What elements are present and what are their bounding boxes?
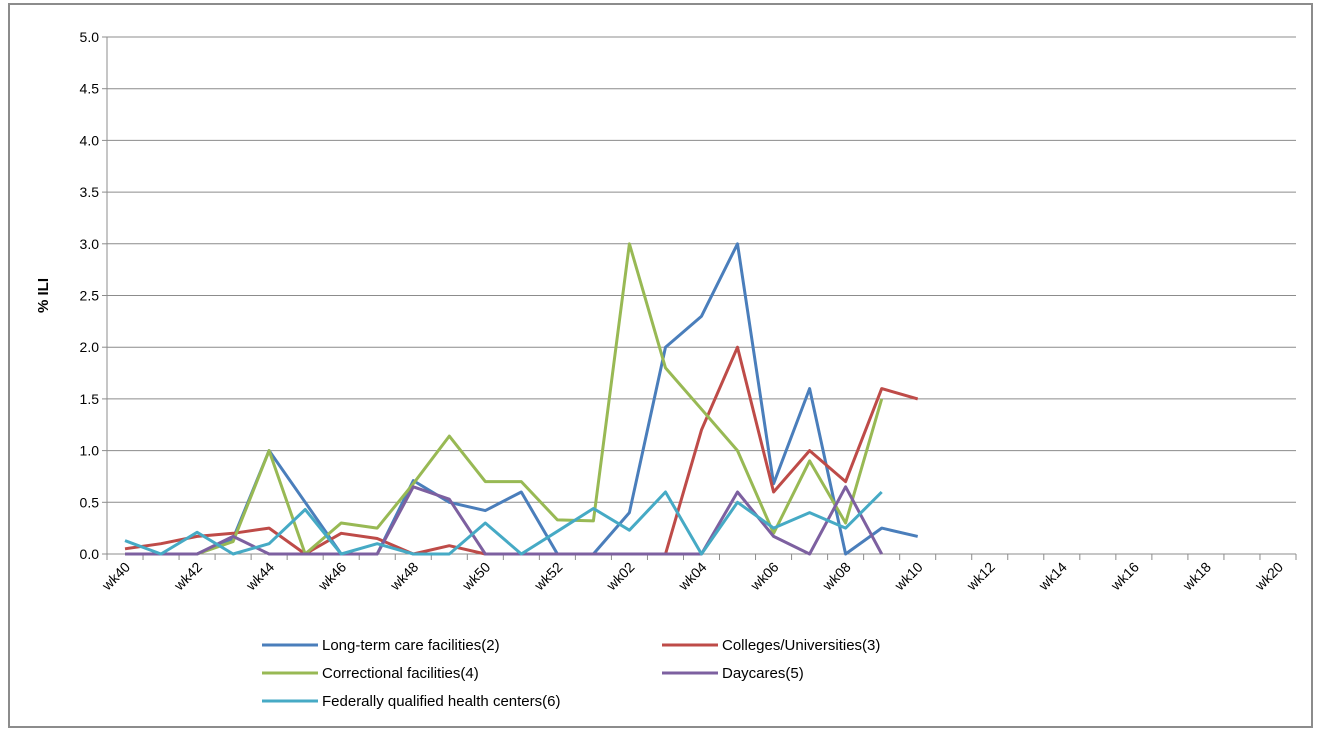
series-line-5: [124, 490, 883, 556]
x-tick-label: wk46: [314, 559, 349, 594]
legend-label: Daycares(5): [722, 665, 804, 682]
x-tick-label: wk50: [458, 559, 493, 594]
legend-label: Federally qualified health centers(6): [322, 693, 560, 710]
y-tick-label: 3.0: [80, 236, 100, 252]
y-tick-label: 2.0: [80, 339, 100, 355]
y-tick-label: 1.5: [80, 391, 100, 407]
x-tick-label: wk16: [1107, 559, 1142, 594]
chart-frame: 0.0 0.5 1.0 1.5 2.0 2.5 3.0 3.5 4.0 4.5 5.0 wk40 wk…: [8, 3, 1313, 728]
y-axis-title: % ILI: [35, 278, 52, 313]
x-tick-label: wk18: [1179, 559, 1214, 594]
x-tick-label: wk44: [242, 559, 277, 594]
x-tick-label: wk02: [602, 559, 637, 594]
y-tick-label: 4.5: [80, 81, 100, 97]
legend-label: Long-term care facilities(2): [322, 637, 500, 654]
x-tick-label: wk42: [170, 559, 205, 594]
x-tick-labels: wk40 wk42 wk44 wk46 wk48 wk50 wk52 wk02 wk04 wk06…: [98, 559, 1286, 594]
gridlines: [107, 36, 1296, 503]
series-line-3: [125, 242, 884, 556]
series-lines: [124, 242, 919, 556]
y-tick-label: 2.5: [80, 288, 100, 304]
x-tick-label: wk52: [530, 559, 565, 594]
legend-label: Correctional facilities(4): [322, 665, 479, 682]
y-tick-labels: 0.0 0.5 1.0 1.5 2.0 2.5 3.0 3.5 4.0 4.5 5.0: [80, 29, 100, 562]
x-tick-label: wk12: [963, 559, 998, 594]
x-tick-label: wk40: [98, 559, 133, 594]
y-tick-label: 0.5: [80, 494, 100, 510]
y-tick-label: 4.0: [80, 132, 100, 148]
y-tick-label: 5.0: [80, 29, 100, 45]
line-chart: 0.00.51.01.52.02.53.03.54.04.55.0 wk40 wk…: [35, 29, 1297, 710]
x-tick-label: wk08: [819, 559, 854, 594]
y-tick-label: 0.0: [80, 546, 100, 562]
x-tick-label: wk14: [1035, 559, 1070, 594]
y-tick-label: 1.0: [80, 443, 100, 459]
legend-label: Colleges/Universities(3): [722, 637, 880, 654]
y-tick-label: 3.5: [80, 184, 100, 200]
x-tick-label: wk06: [747, 559, 782, 594]
x-tick-label: wk20: [1251, 559, 1286, 594]
x-tick-label: wk48: [386, 559, 421, 594]
x-tick-label: wk04: [674, 559, 709, 594]
legend: Long-term care facilities(2) Colleges/Uni…: [262, 637, 880, 710]
x-tick-label: wk10: [891, 559, 926, 594]
